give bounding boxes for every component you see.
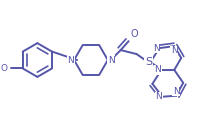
Text: N: N bbox=[173, 87, 180, 96]
Text: N: N bbox=[153, 44, 159, 53]
Text: N: N bbox=[155, 65, 161, 74]
Text: N: N bbox=[156, 92, 162, 101]
Text: O: O bbox=[131, 29, 138, 39]
Text: N: N bbox=[108, 55, 115, 64]
Text: N: N bbox=[67, 55, 74, 64]
Text: S: S bbox=[145, 57, 152, 67]
Text: O: O bbox=[1, 64, 8, 73]
Text: N: N bbox=[171, 46, 178, 55]
